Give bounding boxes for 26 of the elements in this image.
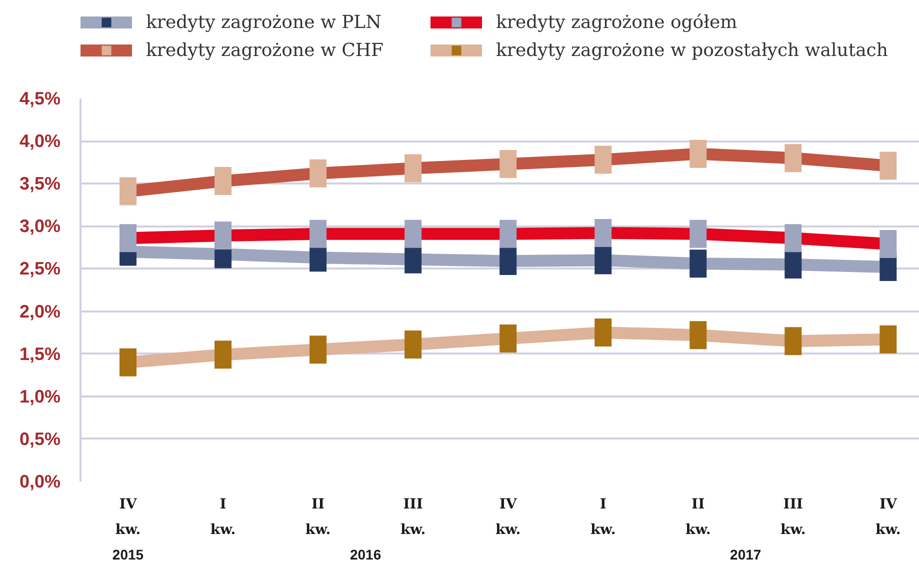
legend-label: kredyty zagrożone w PLN bbox=[146, 12, 382, 32]
text: 2015 bbox=[112, 546, 144, 562]
y-tick-label: 4,0% bbox=[19, 131, 61, 152]
legend-label: kredyty zagrożone w pozostałych walutach bbox=[496, 40, 888, 60]
x-tick-label: IV kw. bbox=[876, 496, 901, 538]
y-tick-label: 4,5% bbox=[19, 88, 61, 108]
y-tick-label: 2,5% bbox=[19, 258, 61, 279]
y-tick-label: 0,5% bbox=[19, 428, 61, 449]
x-tick-label: IV kw. bbox=[115, 496, 141, 538]
y-tick-label: 1,0% bbox=[19, 386, 61, 406]
x-tick-label: III kw. bbox=[780, 496, 806, 538]
x-tick-label: IV kw. bbox=[495, 496, 521, 538]
y-tick-label: 2,0% bbox=[19, 301, 61, 322]
y-tick-label: 3,5% bbox=[19, 174, 61, 194]
legend-label: kredyty zagrożone w CHF bbox=[146, 40, 385, 60]
y-tick-label: 1,5% bbox=[19, 344, 61, 364]
x-tick-label: I kw. bbox=[210, 496, 236, 538]
y-tick-label: 0,0% bbox=[19, 472, 61, 492]
text: 2016 bbox=[350, 546, 382, 562]
x-tick-label: III kw. bbox=[400, 496, 426, 538]
legend-label: kredyty zagrożone ogółem bbox=[496, 12, 738, 32]
x-tick-label: II kw. bbox=[305, 496, 331, 538]
x-tick-label: II kw. bbox=[686, 496, 711, 538]
y-tick-label: 3,0% bbox=[19, 216, 61, 236]
x-tick-label: I kw. bbox=[590, 496, 616, 538]
text: 2017 bbox=[730, 546, 762, 562]
